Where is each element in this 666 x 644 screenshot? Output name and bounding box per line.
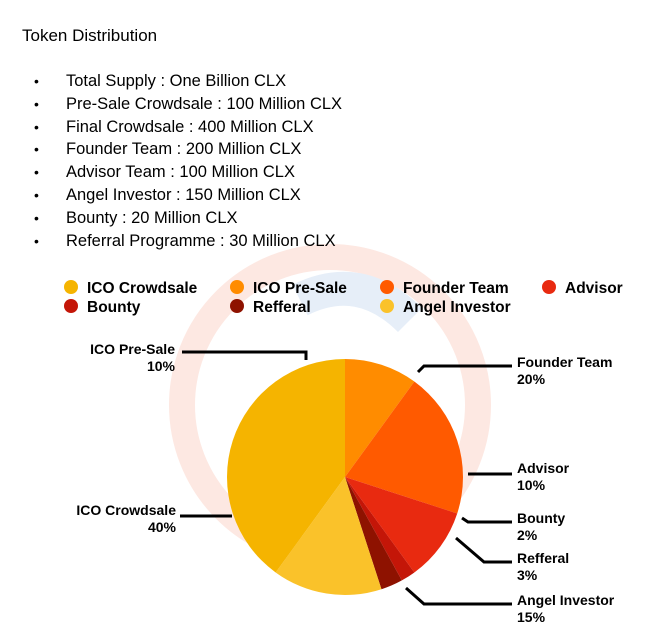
slice-label-bounty: Bounty 2%: [517, 510, 566, 543]
bullet-icon: •: [34, 186, 39, 203]
list-item: • Referral Programme : 30 Million CLX: [34, 230, 342, 253]
legend-item-refferal: Refferal: [230, 299, 311, 317]
legend-swatch: [230, 299, 244, 313]
legend-swatch: [64, 299, 78, 313]
slice-label-advisor: Advisor 10%: [517, 460, 570, 493]
legend-swatch: [380, 280, 394, 294]
list-item: • Bounty : 20 Million CLX: [34, 207, 342, 230]
page-title: Token Distribution: [22, 26, 158, 45]
legend-item-bounty: Bounty: [64, 299, 140, 317]
pie-slice-advisor: [345, 477, 458, 573]
slice-label-ico-presale: ICO Pre-Sale 10%: [90, 341, 175, 374]
list-item: • Angel Investor : 150 Million CLX: [34, 184, 342, 207]
bullet-icon: •: [34, 118, 39, 135]
list-item: • Founder Team : 200 Million CLX: [34, 138, 342, 161]
legend-swatch: [542, 280, 556, 294]
leader-line: [182, 350, 308, 360]
legend-swatch: [230, 280, 244, 294]
bullet-icon: •: [34, 164, 39, 181]
slice-label-ico-crowdsale: ICO Crowdsale 40%: [76, 502, 176, 535]
pie-slice-ico-crowdsale: [227, 359, 345, 573]
legend-item-ico-presale: ICO Pre-Sale: [230, 280, 347, 298]
bullet-icon: •: [34, 95, 39, 112]
legend-item-ico-crowdsale: ICO Crowdsale: [64, 280, 197, 298]
legend-item-angel-investor: Angel Investor: [380, 299, 511, 317]
legend-swatch: [380, 299, 394, 313]
pie-slice-angel-investor: [275, 477, 382, 595]
supply-list: • Total Supply : One Billion CLX • Pre-Sal…: [34, 70, 342, 252]
legend-item-founder-team: Founder Team: [380, 280, 509, 298]
list-item: • Final Crowdsale : 400 Million CLX: [34, 116, 342, 139]
leader-line: [455, 536, 512, 564]
pie-slice-ico-pre-sale: [345, 359, 415, 477]
slice-label-founder-team: Founder Team 20%: [517, 354, 613, 387]
bullet-icon: •: [34, 141, 39, 158]
leader-line: [405, 586, 512, 606]
list-item: • Pre-Sale Crowdsale : 100 Million CLX: [34, 93, 342, 116]
list-item: • Advisor Team : 100 Million CLX: [34, 161, 342, 184]
leader-line: [416, 364, 512, 374]
bullet-icon: •: [34, 232, 39, 249]
bullet-icon: •: [34, 73, 39, 89]
pie-slice-founder-team: [345, 381, 463, 514]
slice-label-refferal: Refferal 3%: [517, 550, 570, 583]
legend-swatch: [64, 280, 78, 294]
slice-label-angel-investor: Angel Investor 15%: [517, 592, 615, 625]
pie-slice-refferal: [345, 477, 402, 590]
pie-slice-bounty: [345, 477, 415, 581]
list-item: • Total Supply : One Billion CLX: [34, 70, 342, 93]
leader-line: [461, 516, 512, 524]
legend-item-advisor: Advisor: [542, 280, 623, 298]
bullet-icon: •: [34, 209, 39, 226]
